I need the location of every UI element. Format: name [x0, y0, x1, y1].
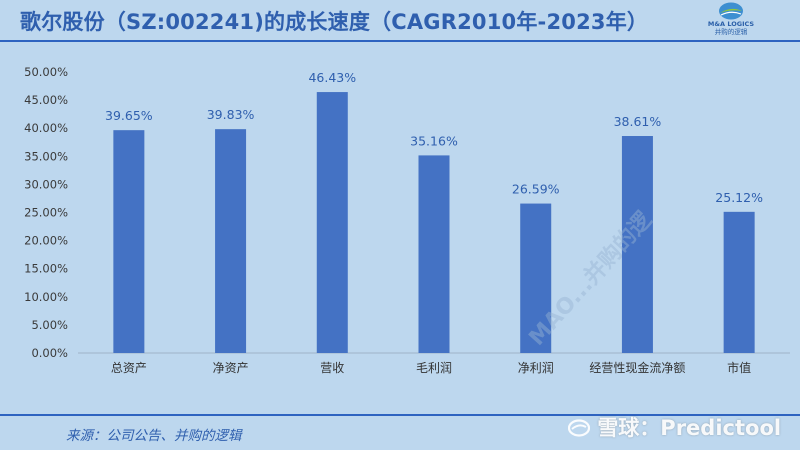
- y-tick-label: 10.00%: [24, 290, 68, 304]
- bar: [418, 155, 450, 353]
- bar: [113, 130, 145, 353]
- bar: [723, 211, 755, 353]
- y-tick-label: 40.00%: [24, 121, 68, 135]
- data-label: 39.65%: [105, 108, 153, 123]
- watermark-text: 雪球：Predictool: [597, 416, 782, 440]
- chart-title: 歌尔股份（SZ:002241)的成长速度（CAGR2010年-2023年）: [20, 10, 649, 34]
- bar: [520, 203, 552, 353]
- logo: M&A LOGICS 并购的逻辑: [703, 2, 759, 42]
- y-tick-label: 35.00%: [24, 149, 68, 163]
- y-tick-label: 25.00%: [24, 206, 68, 220]
- y-tick-label: 45.00%: [24, 93, 68, 107]
- x-tick-label: 经营性现金流净额: [589, 360, 685, 375]
- y-tick-label: 30.00%: [24, 177, 68, 191]
- y-tick-label: 5.00%: [31, 318, 68, 332]
- logo-text-en: M&A LOGICS: [707, 20, 755, 28]
- logo-globe-icon: [719, 2, 743, 20]
- footer-divider: [0, 414, 800, 416]
- data-label: 26.59%: [512, 182, 560, 197]
- bar: [621, 136, 653, 353]
- snowball-icon: [568, 419, 590, 437]
- x-tick-label: 毛利润: [416, 361, 452, 375]
- watermark: 雪球：Predictool: [568, 412, 781, 442]
- logo-text-cn: 并购的逻辑: [714, 28, 748, 36]
- bar: [215, 129, 247, 353]
- x-tick-label: 净资产: [213, 361, 249, 375]
- data-label: 39.83%: [207, 107, 255, 122]
- data-label: 35.16%: [410, 133, 458, 148]
- data-label: 38.61%: [614, 114, 662, 129]
- bar: [316, 92, 348, 353]
- y-tick-label: 20.00%: [24, 234, 68, 248]
- data-label: 25.12%: [715, 190, 763, 205]
- x-tick-label: 总资产: [111, 361, 147, 375]
- y-tick-label: 0.00%: [31, 346, 68, 360]
- data-label: 46.43%: [308, 70, 356, 85]
- bar-chart: 0.00% 5.00% 10.00% 15.00% 20.00% 25.00% 30.00%…: [24, 65, 790, 375]
- x-tick-label: 营收: [320, 361, 344, 375]
- source-note: 来源：公司公告、并购的逻辑: [66, 428, 242, 444]
- y-tick-label: 15.00%: [24, 262, 68, 276]
- x-tick-label: 市值: [727, 360, 751, 375]
- x-tick-label: 净利润: [518, 361, 554, 375]
- y-tick-label: 50.00%: [24, 65, 68, 79]
- title-divider: [0, 40, 800, 42]
